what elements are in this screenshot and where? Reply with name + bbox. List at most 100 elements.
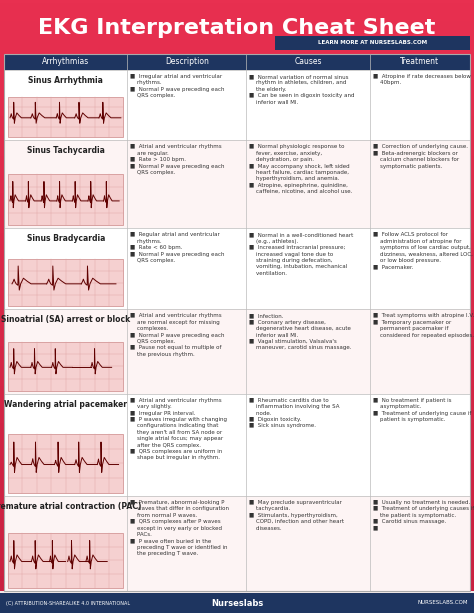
Bar — [0, 493, 474, 497]
Bar — [0, 89, 474, 92]
Bar — [0, 187, 474, 190]
Bar — [4, 229, 470, 310]
Bar — [0, 0, 474, 3]
Bar — [0, 205, 474, 208]
Bar — [0, 257, 474, 261]
Bar — [0, 607, 474, 610]
Bar — [0, 300, 474, 303]
Bar — [8, 259, 124, 306]
Bar — [0, 6, 474, 9]
Bar — [0, 539, 474, 543]
Bar — [0, 141, 474, 144]
Bar — [0, 267, 474, 270]
Bar — [0, 120, 474, 123]
Bar — [0, 211, 474, 215]
Bar — [0, 349, 474, 352]
Bar — [4, 310, 470, 394]
Bar — [0, 543, 474, 546]
Bar — [0, 193, 474, 196]
Bar — [0, 521, 474, 524]
Bar — [0, 77, 474, 80]
Bar — [0, 291, 474, 294]
Bar — [0, 500, 474, 503]
Bar — [0, 221, 474, 224]
Bar — [0, 558, 474, 561]
Bar — [8, 434, 124, 493]
Bar — [0, 359, 474, 362]
Bar — [4, 140, 470, 229]
Bar — [0, 55, 474, 58]
Bar — [0, 546, 474, 549]
Bar — [0, 285, 474, 288]
Bar — [0, 83, 474, 86]
Bar — [0, 159, 474, 162]
Bar — [0, 530, 474, 533]
Bar — [0, 245, 474, 248]
Bar — [0, 490, 474, 493]
Bar — [0, 576, 474, 579]
Bar — [0, 478, 474, 481]
Bar — [0, 585, 474, 588]
Bar — [0, 156, 474, 159]
Bar — [0, 515, 474, 518]
Bar — [8, 533, 124, 588]
Bar — [0, 138, 474, 141]
Bar — [0, 306, 474, 310]
Text: ■  Premature, abnormal-looking P
    waves that differ in configuration
    from: ■ Premature, abnormal-looking P waves th… — [130, 500, 229, 556]
Bar — [0, 166, 474, 169]
Text: EKG Interpretation Cheat Sheet: EKG Interpretation Cheat Sheet — [38, 18, 436, 38]
Bar — [0, 12, 474, 15]
Bar — [0, 43, 474, 46]
Text: ■  Treat symptoms with atropine I.V.
■  Temporary pacemaker or
    permanent pac: ■ Treat symptoms with atropine I.V. ■ Te… — [373, 313, 474, 338]
Bar — [0, 414, 474, 417]
Bar — [0, 172, 474, 175]
Bar — [0, 579, 474, 582]
Bar — [0, 104, 474, 107]
Bar — [0, 395, 474, 398]
Bar — [0, 162, 474, 166]
Bar — [0, 555, 474, 558]
Bar — [0, 34, 474, 37]
Bar — [0, 561, 474, 564]
Bar — [0, 426, 474, 429]
Text: ■  May preclude supraventricular
    tachycardia.
■  Stimulants, hyperthyroidism: ■ May preclude supraventricular tachycar… — [249, 500, 344, 531]
Bar — [0, 374, 474, 377]
Bar — [0, 261, 474, 264]
Bar — [0, 80, 474, 83]
Bar — [0, 28, 474, 31]
Text: Premature atrial contraction (PAC): Premature atrial contraction (PAC) — [0, 502, 141, 511]
Bar — [0, 536, 474, 539]
Text: ■  Atrial and ventricular rhythms
    are normal except for missing
    complexe: ■ Atrial and ventricular rhythms are nor… — [130, 313, 225, 357]
Bar — [0, 591, 474, 593]
Bar — [8, 174, 124, 226]
Bar — [0, 196, 474, 199]
Bar — [0, 230, 474, 233]
Text: ■  Follow ACLS protocol for
    administration of atropine for
    symptoms of l: ■ Follow ACLS protocol for administratio… — [373, 232, 473, 269]
Bar — [0, 598, 474, 601]
Bar — [0, 549, 474, 552]
Bar — [0, 380, 474, 383]
Bar — [0, 21, 474, 25]
Bar — [0, 208, 474, 211]
Bar — [4, 54, 470, 70]
Bar — [0, 153, 474, 156]
Bar — [0, 432, 474, 435]
Text: (C) ATTRIBUTION-SHAREALIKE 4.0 INTERNATIONAL: (C) ATTRIBUTION-SHAREALIKE 4.0 INTERNATI… — [6, 601, 130, 606]
Text: ■  Infection.
■  Coronary artery disease,
    degenerative heart disease, acute
: ■ Infection. ■ Coronary artery disease, … — [249, 313, 352, 351]
Bar — [0, 110, 474, 113]
Text: Treatment: Treatment — [401, 58, 439, 66]
Bar — [0, 527, 474, 530]
Bar — [0, 64, 474, 67]
Bar — [0, 328, 474, 331]
Bar — [0, 276, 474, 279]
Bar — [0, 346, 474, 349]
Bar — [0, 101, 474, 104]
Bar — [0, 294, 474, 297]
Text: ■  Atrial and ventricular rhythms
    are regular.
■  Rate > 100 bpm.
■  Normal : ■ Atrial and ventricular rhythms are reg… — [130, 145, 225, 175]
Bar — [0, 506, 474, 509]
Bar — [0, 52, 474, 55]
Bar — [0, 567, 474, 570]
Bar — [0, 319, 474, 322]
Bar — [0, 126, 474, 129]
Bar — [0, 9, 474, 12]
